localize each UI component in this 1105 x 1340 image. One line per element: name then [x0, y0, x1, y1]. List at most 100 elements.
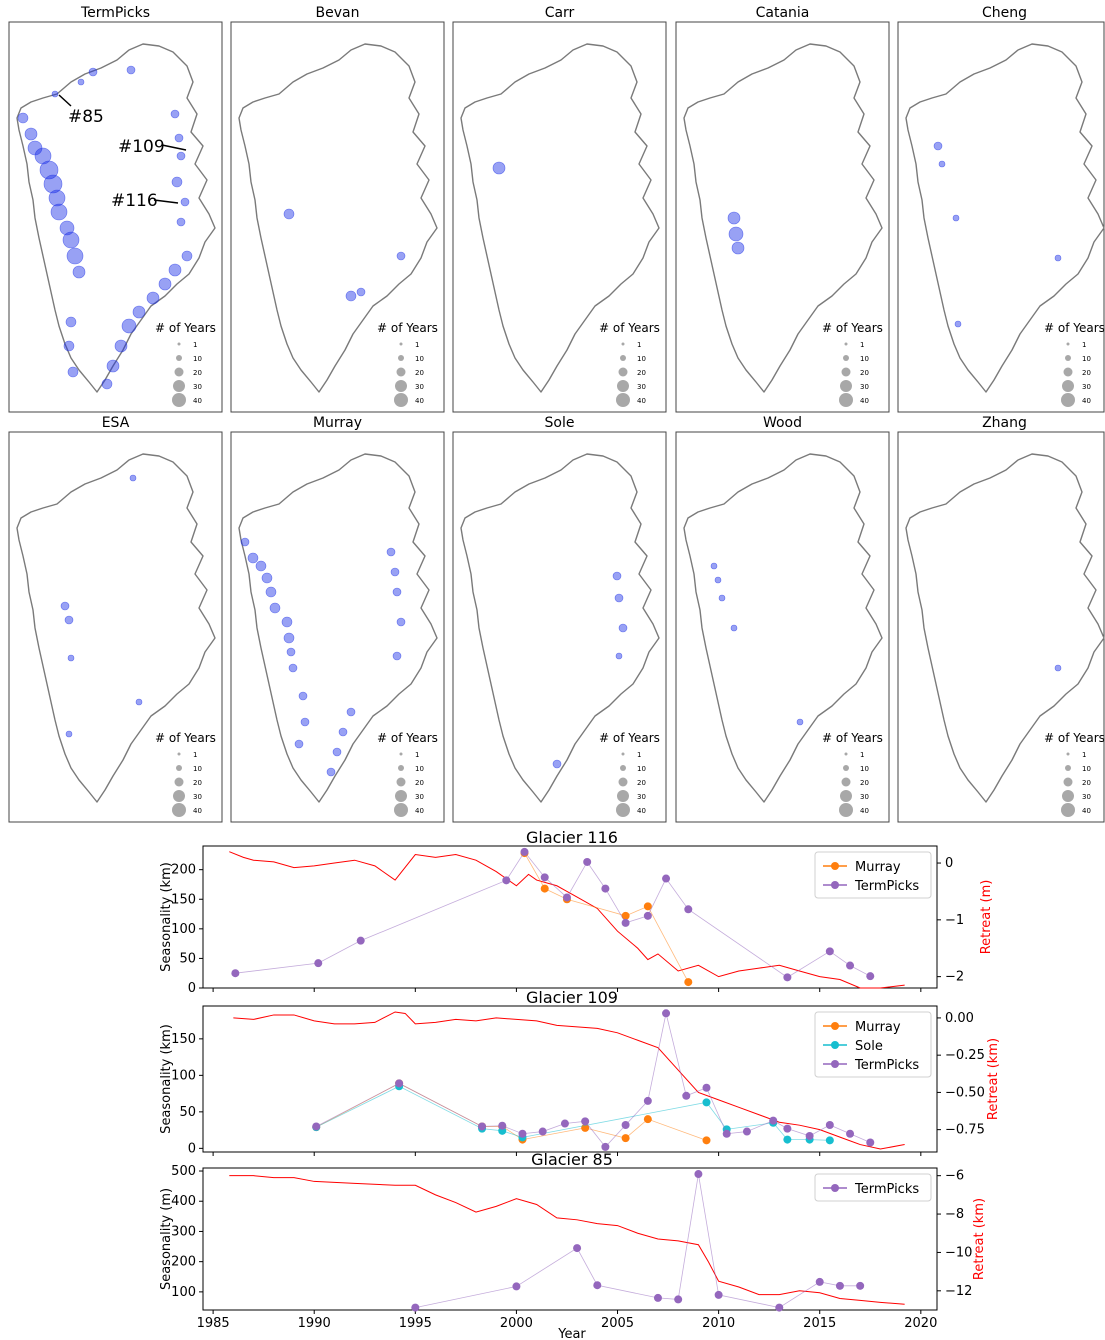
legend-marker: [843, 355, 849, 361]
legend-marker: [396, 367, 406, 377]
y2-axis-label: Retreat (km): [986, 1038, 1001, 1120]
legend-size-label: 10: [860, 355, 869, 363]
glacier-point: [286, 647, 296, 657]
glacier-point: [356, 287, 366, 297]
glacier-point: [796, 718, 804, 726]
y-tick-label: 150: [171, 892, 196, 907]
legend-size-label: 20: [415, 779, 424, 787]
glacier-point: [265, 586, 277, 598]
legend-size-label: 40: [637, 807, 646, 815]
y2-tick-label: −0.50: [945, 1085, 985, 1100]
legend-title: # of Years: [822, 731, 883, 745]
legend-size-label: 10: [415, 355, 424, 363]
legend-size-label: 10: [1082, 765, 1091, 773]
glacier-point: [62, 231, 80, 249]
map-panel-bevan: Bevan: [230, 5, 445, 413]
glacier-point: [326, 767, 336, 777]
data-point: [314, 959, 323, 968]
legend-marker: [616, 393, 630, 407]
legend-size-label: 40: [193, 807, 202, 815]
y-tick-label: 0: [188, 981, 196, 996]
glacier-point: [386, 547, 396, 557]
legend-marker: [839, 393, 853, 407]
data-point: [866, 972, 875, 981]
chart-title: Glacier 116: [526, 828, 618, 847]
y-tick-label: 150: [171, 1032, 196, 1047]
glacier-point: [66, 247, 84, 265]
y2-tick-label: −0.75: [945, 1123, 985, 1138]
glacier-point: [1054, 254, 1062, 262]
glacier-point: [727, 211, 741, 225]
greenland-map: # of Years 1 10 20 30 40: [683, 43, 883, 407]
legend-marker: [617, 790, 629, 802]
glacier-point: [396, 251, 406, 261]
coastline: [16, 453, 216, 803]
y2-tick-label: −0.25: [945, 1048, 985, 1063]
size-legend: # of Years 1 10 20 30 40: [822, 321, 883, 407]
y2-tick-label: 0.00: [945, 1011, 974, 1026]
data-point: [662, 1009, 671, 1018]
legend-marker: [616, 803, 630, 817]
map-title: Murray: [313, 415, 362, 431]
series-line: [316, 1085, 830, 1141]
glacier-point: [392, 587, 402, 597]
glacier-point: [718, 594, 726, 602]
legend-size-label: 10: [193, 765, 202, 773]
legend-swatch-marker: [831, 1022, 839, 1030]
coastline: [460, 453, 660, 803]
glacier-point: [88, 67, 98, 77]
greenland-map: # of Years 1 10 20 30 40: [905, 453, 1105, 817]
data-point: [312, 1122, 321, 1131]
glacier-point: [288, 663, 298, 673]
glacier-point: [298, 691, 308, 701]
legend-title: # of Years: [599, 321, 660, 335]
legend-size-label: 40: [637, 397, 646, 405]
y-tick-label: 100: [171, 1285, 196, 1300]
legend-size-label: 1: [637, 341, 641, 349]
data-point: [702, 1098, 711, 1107]
y-tick-label: 50: [179, 1105, 196, 1120]
legend-size-label: 10: [193, 355, 202, 363]
legend-marker: [1063, 367, 1073, 377]
glacier-point: [63, 340, 75, 352]
legend-size-label: 20: [1082, 369, 1091, 377]
data-point: [502, 876, 511, 885]
data-point: [702, 1136, 711, 1145]
map-title: Bevan: [316, 5, 360, 21]
size-legend: # of Years 1 10 20 30 40: [599, 731, 660, 817]
coastline: [238, 453, 438, 803]
annotation-label-109: #109: [118, 137, 165, 157]
legend-size-label: 30: [1082, 793, 1091, 801]
data-point: [769, 1116, 778, 1125]
legend-marker: [395, 790, 407, 802]
x-tick-label: 1985: [197, 1316, 230, 1331]
legend-size-label: 1: [415, 341, 419, 349]
data-point: [621, 1134, 630, 1143]
legend-marker: [174, 777, 184, 787]
legend-size-label: 20: [193, 369, 202, 377]
data-point: [621, 911, 630, 920]
legend-size-label: 1: [860, 341, 864, 349]
legend-size-label: 1: [193, 341, 197, 349]
glacier-109-chart: Glacier 109 Seasonality (km) Retreat (km…: [159, 988, 1001, 1156]
data-point: [411, 1303, 420, 1312]
y2-tick-label: −8: [945, 1207, 964, 1222]
legend-size-label: 40: [860, 807, 869, 815]
legend-title: # of Years: [377, 731, 438, 745]
chart-title: Glacier 85: [531, 1150, 613, 1169]
glacier-point: [174, 133, 184, 143]
legend-size-label: 20: [193, 779, 202, 787]
glacier-point: [17, 112, 29, 124]
x-tick-label: 1990: [298, 1316, 331, 1331]
glacier-point: [954, 320, 962, 328]
glacier-point: [1054, 664, 1062, 672]
data-point: [775, 1303, 784, 1312]
y2-axis-label: Retreat (km): [972, 1198, 987, 1280]
legend-size-label: 30: [415, 793, 424, 801]
glacier-point: [146, 291, 160, 305]
legend-marker: [621, 342, 625, 346]
data-point: [621, 918, 630, 927]
map-panel-zhang: Zhang: [897, 415, 1105, 823]
legend-size-label: 1: [1082, 341, 1086, 349]
legend-swatch-marker: [831, 1060, 839, 1068]
